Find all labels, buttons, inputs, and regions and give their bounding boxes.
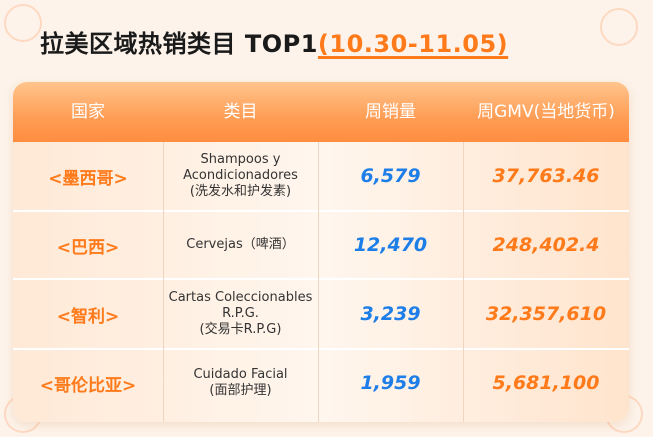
header-country: 国家 bbox=[71, 102, 105, 122]
column-divider bbox=[318, 142, 319, 422]
category-cell: Cervejas（啤酒） bbox=[186, 237, 295, 252]
gmv-cell: 5,681,100 bbox=[492, 372, 600, 394]
sales-cell: 12,470 bbox=[353, 234, 428, 256]
watermark-logo bbox=[600, 8, 638, 46]
title-date-range: (10.30-11.05) bbox=[317, 30, 509, 58]
page-title: 拉美区域热销类目 TOP1(10.30-11.05) bbox=[40, 24, 508, 59]
top-category-table: 国家 类目 周销量 周GMV(当地货币) <墨西哥> Shampoos y Ac… bbox=[13, 82, 629, 422]
country-cell: <智利> bbox=[56, 306, 120, 327]
category-cell: Cuidado Facial (面部护理) bbox=[193, 367, 288, 398]
table-header: 国家 类目 周销量 周GMV(当地货币) bbox=[13, 82, 629, 142]
header-weekly-sales: 周销量 bbox=[365, 102, 416, 122]
row-divider bbox=[13, 278, 629, 280]
table-row: <哥伦比亚> Cuidado Facial (面部护理) 1,959 5,681… bbox=[13, 350, 629, 422]
table-row: <墨西哥> Shampoos y Acondicionadores (洗发水和护… bbox=[13, 142, 629, 210]
country-cell: <墨西哥> bbox=[48, 168, 128, 189]
header-category: 类目 bbox=[223, 102, 258, 122]
gmv-cell: 37,763.46 bbox=[492, 165, 600, 187]
country-cell: <巴西> bbox=[56, 237, 120, 258]
category-cell: Cartas Coleccionables R.P.G. (交易卡R.P.G) bbox=[168, 290, 313, 337]
category-cell: Shampoos y Acondicionadores (洗发水和护发素) bbox=[183, 152, 298, 199]
row-divider bbox=[13, 348, 629, 350]
sales-cell: 1,959 bbox=[360, 372, 421, 394]
sales-cell: 6,579 bbox=[360, 165, 421, 187]
row-divider bbox=[13, 210, 629, 212]
country-cell: <哥伦比亚> bbox=[39, 375, 137, 396]
gmv-cell: 248,402.4 bbox=[492, 234, 600, 256]
column-divider bbox=[163, 142, 164, 422]
title-main: 拉美区域热销类目 TOP1 bbox=[40, 30, 318, 58]
gmv-cell: 32,357,610 bbox=[485, 303, 607, 325]
table-row: <巴西> Cervejas（啤酒） 12,470 248,402.4 bbox=[13, 212, 629, 278]
table-row: <智利> Cartas Coleccionables R.P.G. (交易卡R.… bbox=[13, 280, 629, 348]
header-weekly-gmv: 周GMV(当地货币) bbox=[477, 102, 615, 122]
watermark-logo bbox=[4, 4, 42, 42]
column-divider bbox=[463, 142, 464, 422]
sales-cell: 3,239 bbox=[360, 303, 421, 325]
